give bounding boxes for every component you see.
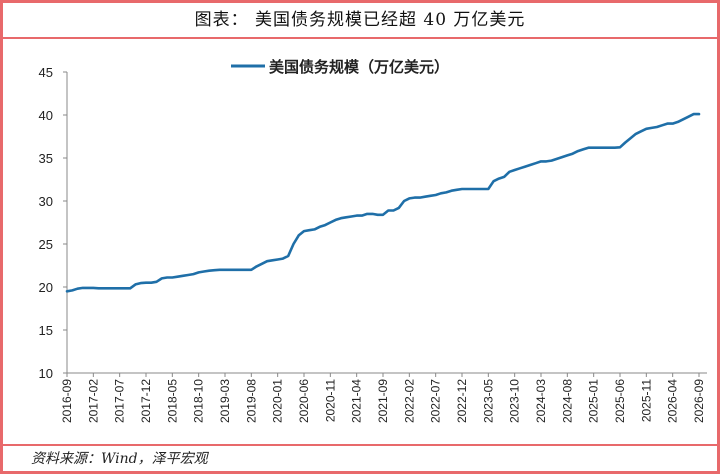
y-tick-label: 30 xyxy=(39,194,53,209)
x-tick-label: 2022-07 xyxy=(429,379,443,423)
y-tick-label: 45 xyxy=(39,65,53,80)
x-tick-label: 2019-03 xyxy=(218,379,232,423)
x-axis: 2016-09 2017-02 2017-07 2017-12 2018-05 2018-… xyxy=(60,372,707,423)
x-tick-label: 2020-11 xyxy=(323,379,337,422)
x-tick-label: 2016-09 xyxy=(60,379,74,423)
x-tick-label: 2020-01 xyxy=(271,379,285,423)
x-tick-label: 2017-07 xyxy=(113,379,127,423)
y-tick-label: 25 xyxy=(39,237,53,252)
x-tick-label: 2024-03 xyxy=(534,379,548,423)
x-tick-label: 2025-11 xyxy=(639,379,653,422)
y-tick-label: 35 xyxy=(39,151,53,166)
x-tick-label: 2020-06 xyxy=(297,379,311,423)
x-tick-label: 2026-04 xyxy=(666,379,680,423)
series-lines xyxy=(65,112,701,293)
figure-header: 图表： 美国债务规模已经超 40 万亿美元 xyxy=(3,3,717,39)
x-tick-label: 2023-05 xyxy=(481,379,495,423)
x-tick-label: 2021-04 xyxy=(350,379,364,423)
y-tick-label: 40 xyxy=(39,108,53,123)
x-tick-label: 2021-09 xyxy=(376,379,390,423)
y-tick-label: 20 xyxy=(39,280,53,295)
x-tick-label: 2018-10 xyxy=(192,379,206,423)
series-line xyxy=(65,112,701,293)
x-tick-label: 2019-08 xyxy=(244,379,258,423)
y-axis: 10 15 20 25 30 35 40 45 xyxy=(39,65,68,381)
x-tick-label: 2026-09 xyxy=(692,379,706,423)
x-tick-label: 2018-05 xyxy=(165,379,179,423)
x-tick-label: 2017-12 xyxy=(139,379,153,423)
legend: 美国债务规模（万亿美元） xyxy=(231,58,449,76)
x-tick-label: 2022-02 xyxy=(402,379,416,423)
y-tick-label: 10 xyxy=(39,366,53,381)
x-tick-label: 2022-12 xyxy=(455,379,469,423)
x-tick-label: 2023-10 xyxy=(508,379,522,423)
x-tick-label: 2017-02 xyxy=(86,379,100,423)
y-tick-label: 15 xyxy=(39,323,53,338)
legend-label: 美国债务规模（万亿美元） xyxy=(269,58,449,76)
x-tick-label: 2025-01 xyxy=(587,379,601,423)
x-tick-label: 2025-06 xyxy=(613,379,627,423)
source-note: 资料来源：Wind，泽平宏观 xyxy=(3,444,717,471)
x-tick-label: 2024-08 xyxy=(560,379,574,423)
